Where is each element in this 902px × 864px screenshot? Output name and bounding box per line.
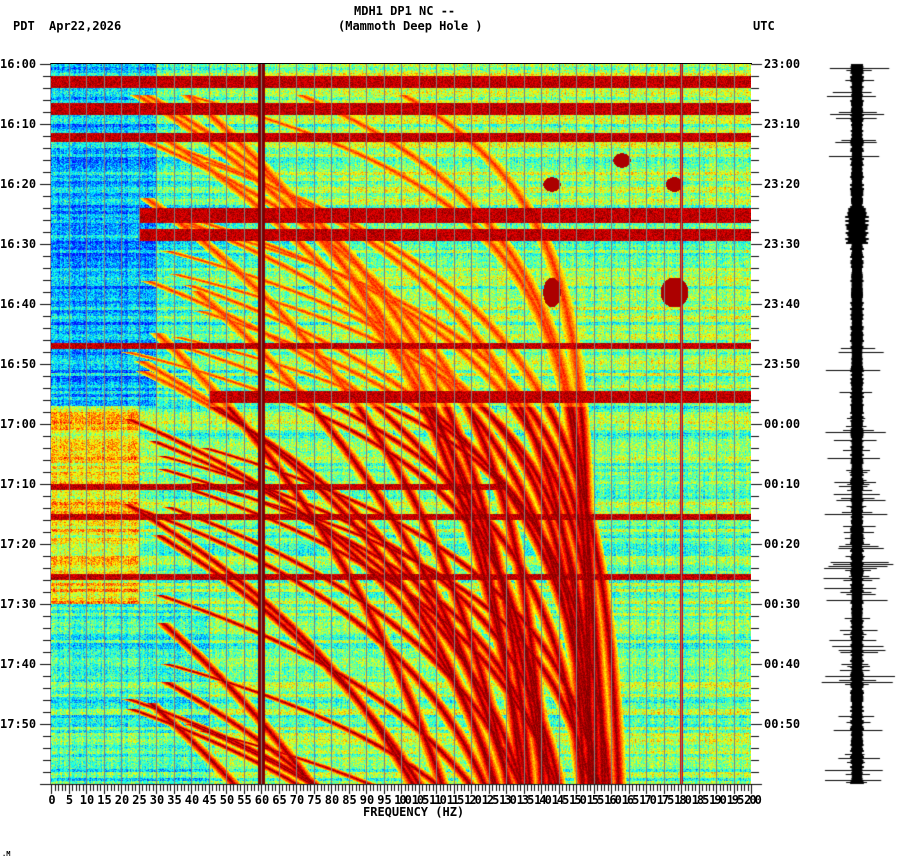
x-tick-label: 160 (604, 793, 622, 807)
x-tick-label: 65 (272, 793, 287, 807)
x-tick-label: 20 (114, 793, 130, 807)
x-tick-label: 10 (79, 793, 95, 807)
x-tick-label: 125 (481, 793, 500, 807)
x-tick-label: 100 (394, 793, 412, 807)
footer-mark: .M (2, 850, 11, 858)
y-tick-label-left: 16:40 (0, 297, 37, 311)
y-tick-label-right: 23:50 (764, 357, 801, 371)
y-tick-label-right: 00:10 (764, 477, 801, 491)
x-tick-label: 35 (167, 793, 182, 807)
x-tick-label: 185 (691, 793, 710, 807)
seismogram-trace (800, 60, 900, 790)
x-tick-label: 140 (534, 793, 552, 807)
x-tick-label: 40 (184, 793, 200, 807)
x-tick-label: 15 (97, 793, 112, 807)
x-tick-label: 70 (289, 793, 305, 807)
y-tick-label-right: 23:40 (764, 297, 801, 311)
x-tick-label: 130 (499, 793, 517, 807)
x-tick-label: 50 (219, 793, 235, 807)
x-tick-label: 5 (65, 793, 74, 807)
x-tick-label: 145 (551, 793, 570, 807)
x-tick-label: 190 (709, 793, 727, 807)
x-tick-label: 30 (149, 793, 165, 807)
x-tick-label: 135 (516, 793, 535, 807)
x-axis-title: FREQUENCY (HZ) (363, 805, 465, 819)
y-tick-label-right: 00:40 (764, 657, 801, 671)
y-tick-label-left: 16:20 (0, 177, 37, 191)
x-tick-label: 0 (48, 793, 56, 807)
x-tick-label: 155 (586, 793, 605, 807)
x-tick-label: 90 (359, 793, 375, 807)
y-tick-label-left: 17:00 (0, 417, 37, 431)
x-tick-label: 85 (342, 793, 357, 807)
x-tick-label: 105 (411, 793, 430, 807)
y-tick-label-right: 23:00 (764, 57, 801, 71)
y-tick-label-right: 23:30 (764, 237, 801, 251)
y-tick-label-left: 17:20 (0, 537, 37, 551)
x-tick-label: 115 (446, 793, 465, 807)
y-tick-label-left: 16:50 (0, 357, 37, 371)
x-tick-label: 200 (744, 793, 762, 807)
y-tick-label-right: 00:00 (764, 417, 801, 431)
y-tick-label-left: 17:50 (0, 717, 37, 731)
y-tick-label-left: 16:00 (0, 57, 37, 71)
x-tick-label: 110 (429, 793, 447, 807)
x-tick-label: 95 (377, 793, 392, 807)
y-tick-label-right: 23:20 (764, 177, 801, 191)
x-tick-label: 175 (656, 793, 675, 807)
x-tick-label: 80 (324, 793, 340, 807)
y-tick-label-right: 00:50 (764, 717, 801, 731)
x-tick-label: 170 (639, 793, 657, 807)
x-tick-label: 75 (307, 793, 322, 807)
x-tick-label: 120 (464, 793, 482, 807)
y-tick-label-left: 16:10 (0, 117, 37, 131)
x-tick-label: 25 (132, 793, 147, 807)
x-tick-label: 195 (726, 793, 745, 807)
y-tick-label-right: 00:30 (764, 597, 801, 611)
x-tick-label: 150 (569, 793, 587, 807)
x-tick-label: 45 (202, 793, 217, 807)
y-tick-label-left: 17:40 (0, 657, 37, 671)
x-tick-label: 60 (254, 793, 270, 807)
y-tick-label-right: 23:10 (764, 117, 801, 131)
x-tick-label: 165 (621, 793, 640, 807)
y-tick-label-left: 17:30 (0, 597, 37, 611)
y-tick-label-left: 16:30 (0, 237, 37, 251)
y-tick-label-left: 17:10 (0, 477, 37, 491)
x-tick-label: 55 (237, 793, 252, 807)
y-tick-label-right: 00:20 (764, 537, 801, 551)
x-tick-label: 180 (674, 793, 692, 807)
